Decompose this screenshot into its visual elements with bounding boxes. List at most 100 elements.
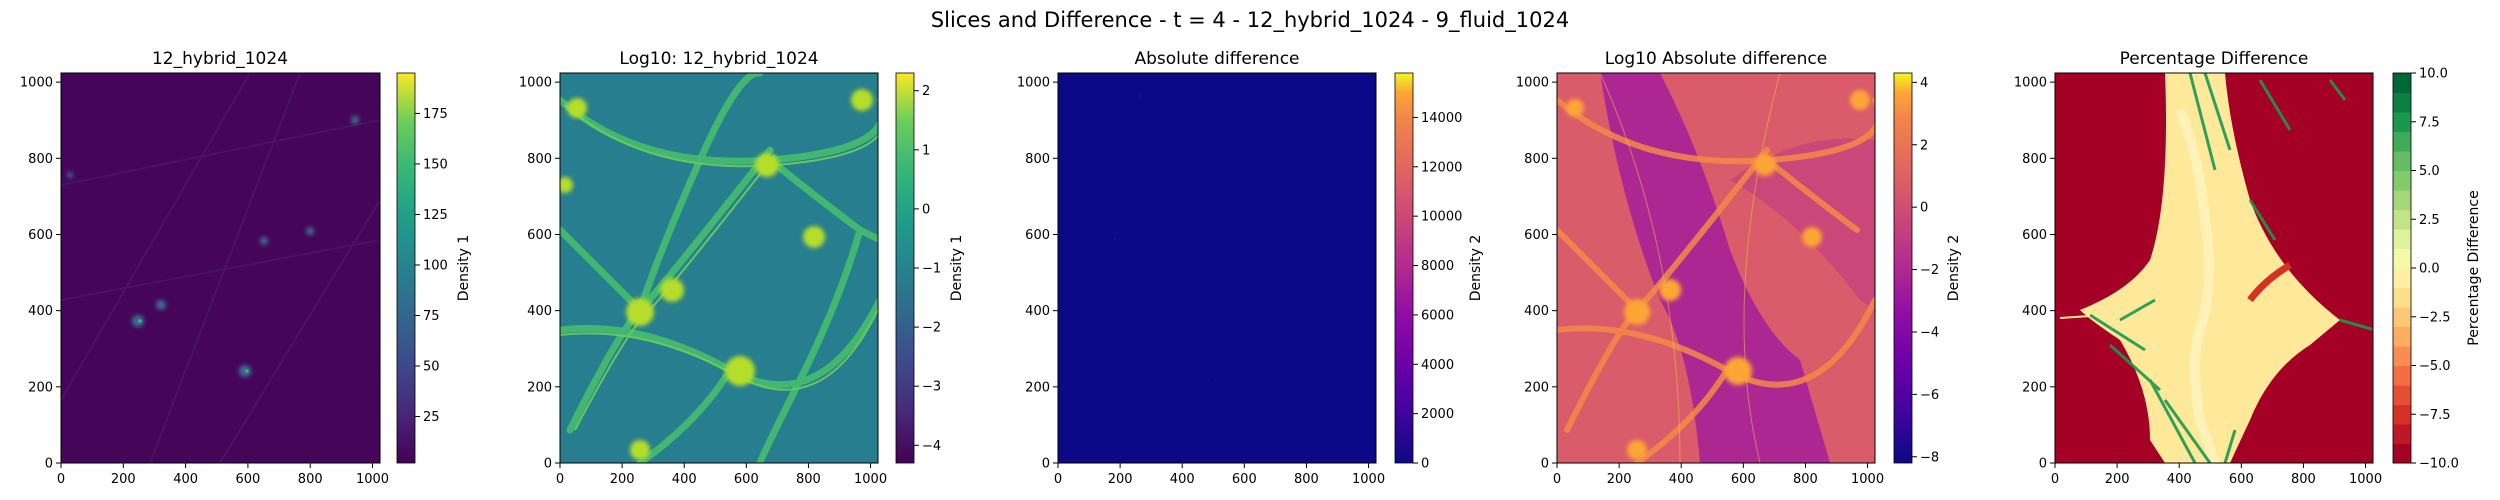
y-tick-label: 1000 bbox=[519, 76, 552, 91]
y-tick-label: 200 bbox=[527, 380, 552, 395]
y-tick-label: 400 bbox=[2022, 304, 2047, 319]
x-tick-label: 0 bbox=[2051, 472, 2059, 487]
colorbar-label: Density 2 bbox=[1468, 235, 1484, 302]
colorbar-ticks: −8 −6 −4 −2 0 2 4 bbox=[1912, 76, 1939, 465]
x-tick-label: 0 bbox=[1054, 472, 1062, 487]
x-tick-label: 800 bbox=[298, 472, 323, 487]
colorbar-tick-label: 0.0 bbox=[2419, 262, 2440, 277]
colorbar-band bbox=[2393, 170, 2411, 191]
x-tick-label: 200 bbox=[111, 472, 136, 487]
x-tick-label: 200 bbox=[1607, 472, 1632, 487]
colorbar-tick-label: 7.5 bbox=[2419, 115, 2440, 130]
y-axis: 0 200 400 600 800 1000 bbox=[519, 76, 560, 472]
colorbar-tick-label: 0 bbox=[1421, 457, 1429, 472]
colorbar-tick-label: 2000 bbox=[1421, 407, 1454, 422]
colorbar-tick-label: 25 bbox=[423, 410, 440, 425]
colorbar-tick-label: −2 bbox=[922, 321, 941, 336]
colorbar-tick-label: −8 bbox=[1920, 450, 1939, 465]
y-tick-label: 0 bbox=[544, 457, 552, 472]
y-tick-label: 200 bbox=[2022, 380, 2047, 395]
colorbar-band bbox=[2393, 268, 2411, 288]
colorbar-band bbox=[2393, 229, 2411, 249]
y-tick-label: 600 bbox=[1025, 228, 1050, 243]
y-tick-label: 800 bbox=[28, 152, 53, 167]
colorbar-tick-label: 5.0 bbox=[2419, 164, 2440, 179]
colorbar-ticks: 25 50 75 100 125 150 175 bbox=[415, 107, 448, 425]
colorbar bbox=[2392, 72, 2412, 464]
x-tick-label: 400 bbox=[1669, 472, 1694, 487]
colorbar bbox=[895, 72, 915, 464]
y-tick-label: 200 bbox=[1524, 380, 1549, 395]
colorbar-tick-label: 75 bbox=[423, 309, 440, 324]
colorbar-tick-label: 2 bbox=[1920, 138, 1928, 153]
heatmap-image bbox=[1557, 73, 1875, 463]
x-tick-label: 800 bbox=[1294, 472, 1319, 487]
x-tick-label: 1000 bbox=[2349, 472, 2382, 487]
colorbar-tick-label: 10000 bbox=[1421, 210, 1462, 225]
colorbar-tick-label: −1 bbox=[922, 262, 941, 277]
x-tick-label: 0 bbox=[57, 472, 65, 487]
colorbar-band bbox=[2393, 346, 2411, 366]
colorbar-ticks: −4 −3 −2 −1 0 1 2 bbox=[914, 84, 941, 454]
x-tick-label: 400 bbox=[2167, 472, 2192, 487]
y-tick-label: 1000 bbox=[1516, 76, 1549, 91]
panel-title: Log10 Absolute difference bbox=[1605, 49, 1827, 69]
x-tick-label: 600 bbox=[2229, 472, 2254, 487]
colorbar-tick-label: −6 bbox=[1920, 388, 1939, 403]
x-axis: 0 200 400 600 800 1000 bbox=[1054, 463, 1385, 487]
colorbar-tick-label: 12000 bbox=[1421, 160, 1462, 175]
heatmap-image bbox=[61, 73, 380, 463]
colorbar-tick-label: −4 bbox=[922, 439, 941, 454]
colorbar-tick-label: 4000 bbox=[1421, 358, 1454, 373]
y-axis: 0 200 400 600 800 1000 bbox=[20, 76, 61, 472]
colorbar-label: Density 1 bbox=[456, 235, 472, 302]
colorbar-band bbox=[2393, 443, 2411, 464]
colorbar-tick-label: 0 bbox=[1920, 201, 1928, 216]
x-tick-label: 400 bbox=[173, 472, 198, 487]
colorbar-band bbox=[2393, 112, 2411, 132]
y-tick-label: 400 bbox=[1025, 304, 1050, 319]
x-tick-label: 1000 bbox=[1851, 472, 1884, 487]
colorbar-band bbox=[2393, 287, 2411, 308]
y-tick-label: 600 bbox=[527, 228, 552, 243]
y-tick-label: 800 bbox=[527, 152, 552, 167]
colorbar-label: Percentage Difference bbox=[2466, 190, 2482, 345]
y-tick-label: 200 bbox=[1025, 380, 1050, 395]
x-tick-label: 400 bbox=[672, 472, 697, 487]
colorbar-band bbox=[2393, 248, 2411, 269]
colorbar-tick-label: 100 bbox=[423, 258, 448, 273]
colorbar-band bbox=[2393, 404, 2411, 425]
x-tick-label: 1000 bbox=[356, 472, 389, 487]
x-tick-label: 800 bbox=[1793, 472, 1818, 487]
x-tick-label: 400 bbox=[1170, 472, 1195, 487]
heatmap-image bbox=[1058, 73, 1376, 463]
y-tick-label: 600 bbox=[1524, 228, 1549, 243]
panel-percentage-difference: Percentage Difference 0 200 400 600 800 1000 … bbox=[2014, 49, 2482, 487]
colorbar-tick-label: −7.5 bbox=[2419, 408, 2451, 423]
y-tick-label: 200 bbox=[28, 380, 53, 395]
x-axis: 0 200 400 600 800 1000 bbox=[2051, 463, 2382, 487]
colorbar-tick-label: 125 bbox=[423, 208, 448, 223]
y-tick-label: 800 bbox=[1524, 152, 1549, 167]
colorbar-tick-label: 2.5 bbox=[2419, 213, 2440, 228]
panel-title: Log10: 12_hybrid_1024 bbox=[619, 49, 818, 69]
panel-log-absolute-difference: Log10 Absolute difference 0 200 400 600 800 1… bbox=[1516, 49, 1962, 487]
colorbar-band bbox=[2393, 307, 2411, 327]
colorbar-tick-label: 14000 bbox=[1421, 111, 1462, 126]
colorbar bbox=[1893, 72, 1913, 464]
colorbar-tick-label: 6000 bbox=[1421, 308, 1454, 323]
colorbar-label: Density 1 bbox=[949, 235, 965, 302]
colorbar bbox=[1394, 72, 1414, 464]
colorbar-tick-label: −2.5 bbox=[2419, 310, 2451, 325]
colorbar bbox=[396, 72, 416, 464]
y-tick-label: 1000 bbox=[1017, 76, 1050, 91]
colorbar-tick-label: 0 bbox=[922, 202, 930, 217]
x-tick-label: 600 bbox=[1731, 472, 1756, 487]
panel-density: 12_hybrid_1024 0 200 400 600 800 1000 0 200 400… bbox=[20, 49, 472, 487]
x-tick-label: 600 bbox=[236, 472, 261, 487]
x-tick-label: 200 bbox=[2105, 472, 2130, 487]
colorbar-tick-label: 10.0 bbox=[2419, 67, 2448, 82]
x-tick-label: 1000 bbox=[1352, 472, 1385, 487]
colorbar-band bbox=[2393, 190, 2411, 210]
y-axis: 0 200 400 600 800 1000 bbox=[2014, 76, 2055, 472]
